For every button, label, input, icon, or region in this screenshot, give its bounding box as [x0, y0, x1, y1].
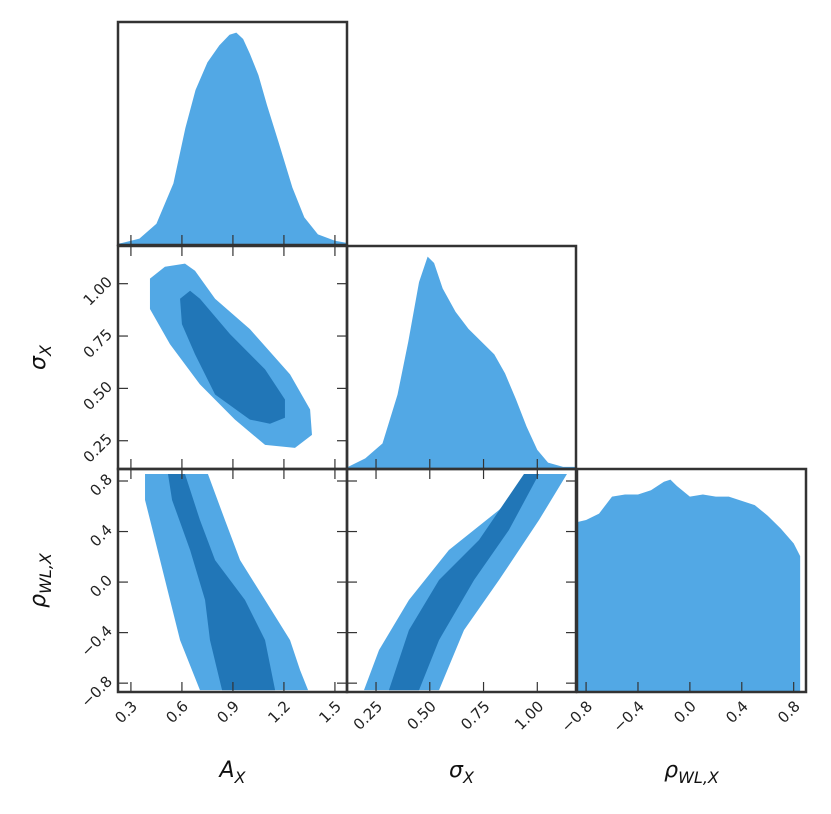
axis-label: σX [449, 758, 475, 787]
axis-label-subscript: X [462, 768, 475, 787]
axis-label: AX [217, 758, 246, 787]
y-tick-label: 0.25 [80, 430, 116, 466]
x-tick-label: 0.25 [350, 697, 386, 733]
contour-region [388, 474, 540, 691]
plot-area [363, 474, 567, 691]
plot-area [118, 32, 347, 245]
y-tick-label: 0.4 [86, 521, 116, 551]
density-area [577, 479, 801, 692]
x-tick-label: 0.6 [162, 697, 192, 727]
x-tick-label: 1.2 [264, 697, 294, 727]
x-tick-label: 0.75 [457, 697, 493, 733]
panel: 0.3 0.6 0.9 1.2 1.5 −0.8 −0.4 0.0 0.4 0.8 [78, 467, 349, 727]
panel-frame [575, 467, 808, 694]
y-tick-label: −0.8 [78, 672, 116, 710]
x-tick-label: 0.3 [111, 697, 141, 727]
axis-label-subscript: WL,X [36, 552, 55, 594]
density-area [348, 256, 576, 469]
axis-label-symbol: ρ [664, 758, 678, 783]
y-tick-label: 0.75 [80, 325, 116, 361]
panel: −0.8 −0.4 0.0 0.4 0.8 [558, 467, 808, 736]
axis-label: ρWL,X [664, 758, 720, 787]
panel: 0.25 0.50 0.75 1.00 [80, 244, 349, 471]
axis-label-subscript: X [36, 344, 55, 357]
axis-label-symbol: A [217, 758, 234, 783]
axis-label-subscript: WL,X [678, 768, 720, 787]
panel: 0.25 0.50 0.75 1.00 [345, 467, 578, 734]
y-tick-label: 0.50 [80, 378, 116, 414]
contour-region [180, 290, 285, 424]
plot-area [348, 256, 576, 469]
axis-label-symbol: σ [449, 758, 464, 783]
x-tick-label: 0.4 [722, 697, 752, 727]
axis-label-symbol: ρ [26, 594, 51, 608]
y-tick-label: 0.8 [86, 470, 116, 500]
panel [116, 20, 349, 247]
x-tick-label: 1.5 [315, 697, 345, 727]
axis-label-subscript: X [234, 768, 247, 787]
plot-area [577, 479, 801, 692]
x-tick-label: 0.8 [774, 697, 804, 727]
x-tick-label: 0.9 [213, 697, 243, 727]
y-tick-label: −0.4 [78, 622, 116, 660]
axis-label: σX [26, 344, 55, 370]
x-tick-label: 0.50 [403, 697, 439, 733]
x-tick-label: −0.8 [558, 697, 596, 735]
x-tick-label: 1.00 [511, 697, 547, 733]
x-tick-label: 0.0 [670, 697, 700, 727]
plot-area [149, 263, 312, 448]
density-area [118, 32, 347, 245]
plot-area [145, 474, 309, 691]
axis-label: ρWL,X [26, 552, 55, 608]
x-tick-label: −0.4 [609, 697, 647, 735]
contour-region [167, 474, 276, 691]
axis-label-symbol: σ [26, 355, 51, 370]
y-tick-label: 1.00 [80, 273, 116, 309]
y-tick-label: 0.0 [86, 571, 116, 601]
panel [345, 244, 578, 471]
